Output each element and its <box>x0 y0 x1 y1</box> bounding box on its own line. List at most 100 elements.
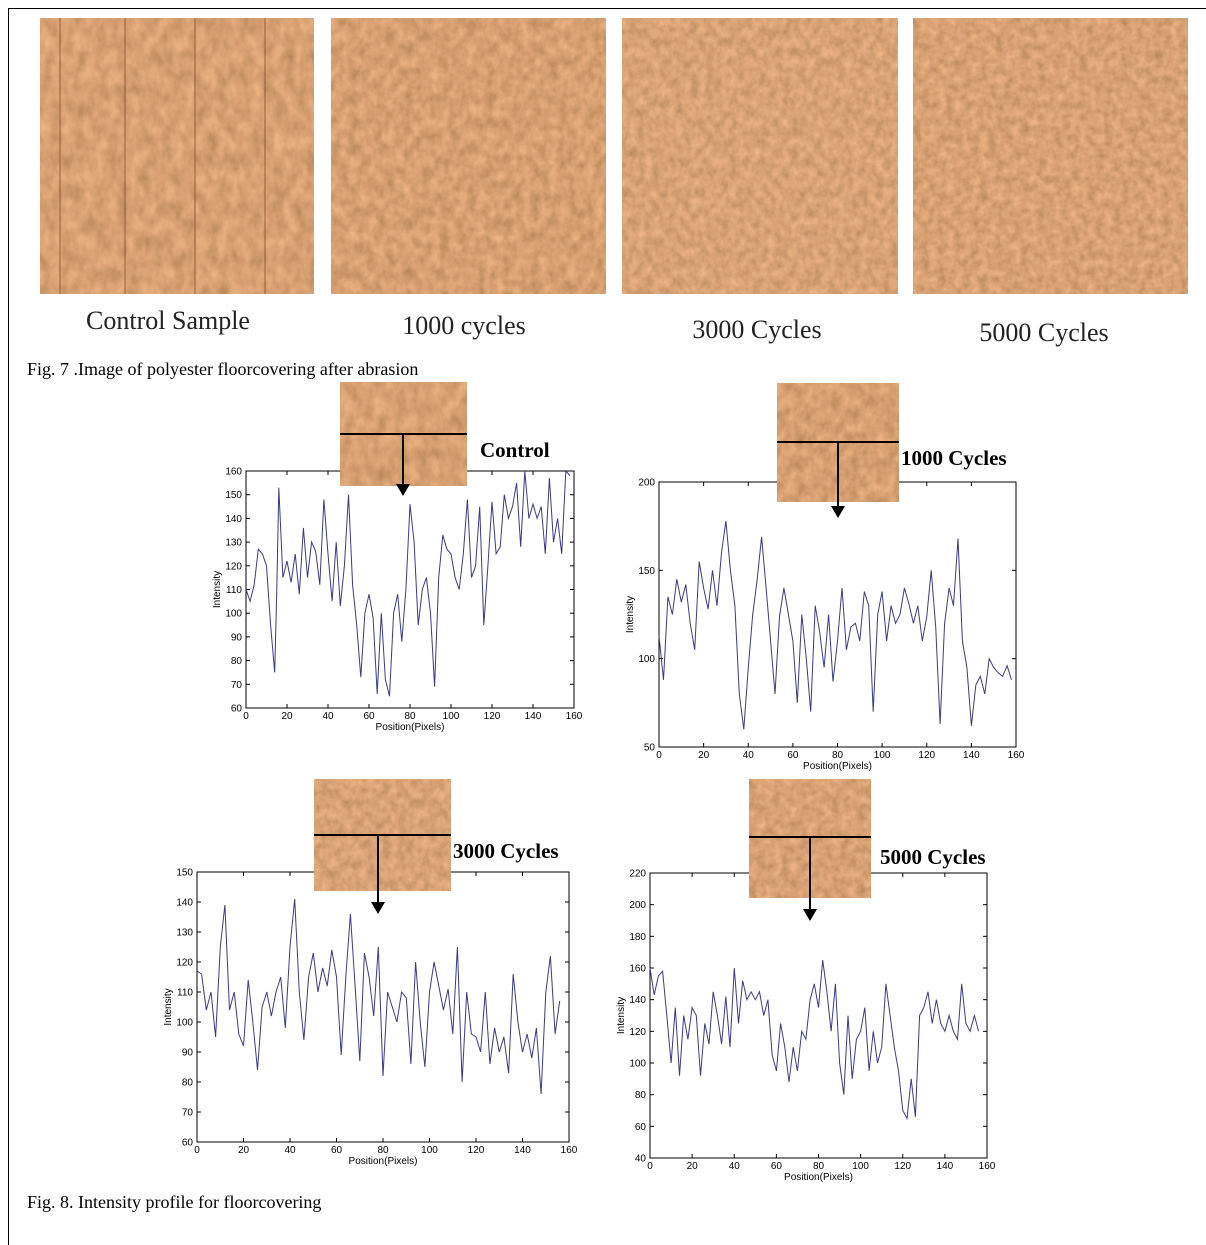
x-tick-label: 80 <box>813 1161 825 1172</box>
arrow-down-icon <box>396 484 410 496</box>
y-tick-label: 180 <box>629 932 646 943</box>
x-tick-label: 140 <box>514 1145 531 1156</box>
y-tick-label: 140 <box>225 514 242 525</box>
x-tick-label: 40 <box>322 711 334 722</box>
panel-label-control: Control <box>480 438 550 462</box>
x-tick-label: 60 <box>771 1161 783 1172</box>
intensity-chart-control: 0 20 40 60 80 100 120 140 160 60 70 80 90 100 110 120 13… <box>212 467 583 734</box>
x-axis-label: Position(Pixels) <box>376 722 445 733</box>
x-axis-label: Position(Pixels) <box>349 1156 418 1167</box>
y-axis-label: Intensity <box>212 571 223 608</box>
intensity-series-line <box>196 898 561 1095</box>
x-tick-label: 140 <box>525 711 542 722</box>
y-tick-label: 140 <box>176 898 193 909</box>
x-tick-label: 0 <box>656 750 662 761</box>
y-tick-label: 40 <box>635 1154 647 1165</box>
x-axis-label: Position(Pixels) <box>784 1172 853 1183</box>
x-tick-label: 160 <box>1008 750 1025 761</box>
arrow-down-icon <box>831 506 845 518</box>
y-tick-label: 60 <box>231 704 243 715</box>
panel-label-1000: 1000 Cycles <box>901 446 1007 470</box>
panel-label-5000: 5000 Cycles <box>880 845 986 869</box>
y-tick-label: 100 <box>225 609 242 620</box>
y-tick-label: 50 <box>644 743 656 754</box>
x-tick-label: 160 <box>979 1161 996 1172</box>
x-tick-label: 100 <box>874 750 891 761</box>
intensity-chart-1000: 0 20 40 60 80 100 120 140 160 50 100 150 200 Position… <box>625 478 1025 773</box>
x-tick-label: 120 <box>484 711 501 722</box>
intensity-series-line <box>245 469 571 697</box>
sample-label-3000: 3000 Cycles <box>692 315 822 344</box>
y-tick-label: 70 <box>231 680 243 691</box>
plot-area <box>196 871 570 1143</box>
scan-line <box>314 834 451 836</box>
x-tick-label: 160 <box>566 711 583 722</box>
sample-label-5000: 5000 Cycles <box>979 318 1109 347</box>
y-tick-label: 220 <box>629 869 646 880</box>
y-tick-label: 70 <box>182 1108 194 1119</box>
x-tick-label: 100 <box>852 1161 869 1172</box>
x-tick-label: 140 <box>937 1161 954 1172</box>
figure-frame <box>8 8 1206 1245</box>
x-tick-label: 80 <box>404 711 416 722</box>
x-axis-label: Position(Pixels) <box>803 761 872 772</box>
fig7-caption: Fig. 7 .Image of polyester floorcovering… <box>27 359 419 379</box>
x-tick-label: 20 <box>687 1161 699 1172</box>
y-tick-label: 110 <box>226 585 242 596</box>
y-tick-label: 90 <box>182 1048 194 1059</box>
x-tick-label: 40 <box>284 1145 296 1156</box>
arrow-shaft <box>377 835 379 902</box>
x-tick-label: 20 <box>238 1145 250 1156</box>
y-tick-label: 200 <box>629 900 646 911</box>
y-tick-label: 80 <box>182 1078 194 1089</box>
fabric-sample-control <box>40 18 314 294</box>
x-tick-label: 120 <box>894 1161 911 1172</box>
x-tick-label: 20 <box>698 750 710 761</box>
y-tick-label: 110 <box>177 988 193 999</box>
arrow-shaft <box>837 442 839 506</box>
y-tick-label: 90 <box>231 632 243 643</box>
arrow-shaft <box>809 837 811 909</box>
x-tick-label: 120 <box>468 1145 485 1156</box>
arrow-down-icon <box>371 902 385 914</box>
x-tick-label: 0 <box>647 1161 653 1172</box>
x-tick-label: 100 <box>443 711 460 722</box>
y-tick-label: 100 <box>629 1059 646 1070</box>
fabric-texture-image <box>331 18 606 294</box>
fabric-sample-1000 <box>331 18 606 294</box>
y-axis-label: Intensity <box>163 988 174 1025</box>
y-tick-label: 120 <box>176 958 193 969</box>
y-tick-label: 100 <box>176 1018 193 1029</box>
y-tick-label: 160 <box>225 467 242 478</box>
y-tick-label: 200 <box>638 478 655 489</box>
intensity-chart-3000: 0 20 40 60 80 100 120 140 160 60 70 80 90 100 110 120 13… <box>163 868 578 1168</box>
x-tick-label: 140 <box>963 750 980 761</box>
y-tick-label: 130 <box>176 928 193 939</box>
x-tick-label: 0 <box>194 1145 200 1156</box>
x-tick-label: 40 <box>729 1161 741 1172</box>
x-tick-label: 160 <box>561 1145 578 1156</box>
fabric-sample-5000 <box>913 18 1188 294</box>
y-tick-label: 140 <box>629 995 646 1006</box>
intensity-series-line <box>658 520 1012 730</box>
x-tick-label: 60 <box>787 750 799 761</box>
y-tick-label: 80 <box>231 656 243 667</box>
x-tick-label: 100 <box>421 1145 438 1156</box>
x-tick-label: 60 <box>363 711 375 722</box>
y-tick-label: 150 <box>638 566 655 577</box>
fabric-sample-3000 <box>622 18 898 294</box>
sample-label-1000: 1000 cycles <box>402 311 526 340</box>
plot-area <box>649 872 988 1159</box>
x-tick-label: 20 <box>281 711 293 722</box>
panel-label-3000: 3000 Cycles <box>453 839 559 863</box>
y-axis-label: Intensity <box>625 596 636 633</box>
y-tick-label: 60 <box>635 1122 647 1133</box>
y-tick-label: 130 <box>225 538 242 549</box>
x-tick-label: 120 <box>918 750 935 761</box>
y-axis-label: Intensity <box>616 997 627 1034</box>
fabric-texture-image <box>622 18 898 294</box>
y-tick-label: 150 <box>225 490 242 501</box>
x-tick-label: 80 <box>832 750 844 761</box>
arrow-shaft <box>402 434 404 484</box>
plot-area <box>658 481 1017 748</box>
